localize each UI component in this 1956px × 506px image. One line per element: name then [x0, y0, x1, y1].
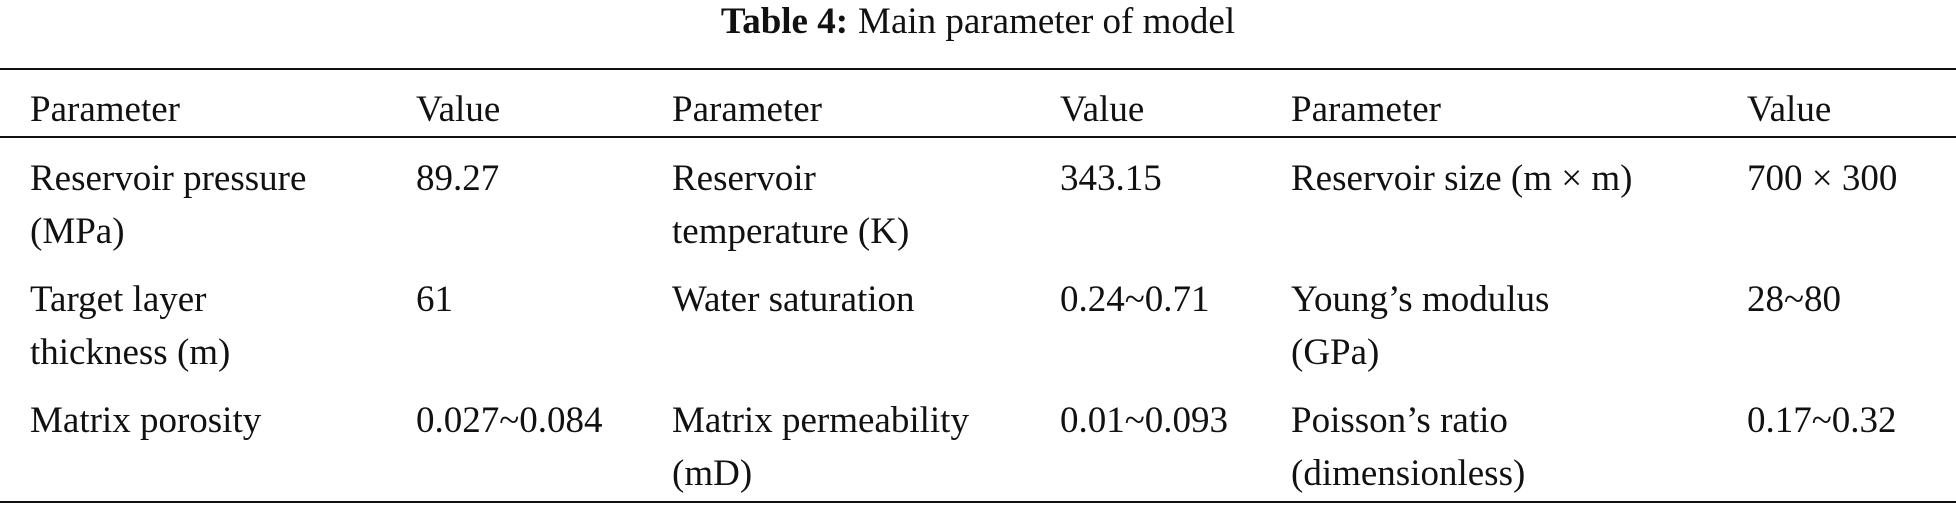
caption-label: Table 4:: [720, 1, 849, 42]
parameter-cell: Matrix permeability (mD): [672, 400, 969, 494]
parameter-cell: Reservoir size (m × m): [1291, 158, 1633, 199]
parameter-cell: Reservoir temperature (K): [672, 158, 910, 252]
value-cell: 28~80: [1747, 279, 1842, 320]
parameter-cell: Matrix porosity: [30, 400, 262, 441]
parameter-cell: Water saturation: [672, 279, 915, 320]
parameter-cell: Young’s modulus (GPa): [1291, 279, 1550, 373]
table-caption: Table 4: Main parameter of model: [0, 0, 1956, 44]
column-header: Value: [416, 89, 501, 130]
value-cell: 61: [416, 279, 453, 320]
parameter-cell: Reservoir pressure (MPa): [30, 158, 307, 252]
column-header: Parameter: [672, 89, 822, 130]
value-cell: 0.027~0.084: [416, 400, 603, 441]
header-rule: [0, 136, 1956, 138]
column-header: Parameter: [30, 89, 180, 130]
value-cell: 343.15: [1060, 158, 1162, 199]
parameter-cell: Poisson’s ratio (dimensionless): [1291, 400, 1526, 494]
value-cell: 700 × 300: [1747, 158, 1898, 199]
value-cell: 89.27: [416, 158, 500, 199]
column-header: Value: [1060, 89, 1145, 130]
column-header: Parameter: [1291, 89, 1441, 130]
caption-title: Main parameter of model: [858, 1, 1236, 42]
top-rule: [0, 68, 1956, 70]
value-cell: 0.01~0.093: [1060, 400, 1229, 441]
bottom-rule: [0, 501, 1956, 503]
column-header: Value: [1747, 89, 1832, 130]
value-cell: 0.17~0.32: [1747, 400, 1897, 441]
parameter-cell: Target layer thickness (m): [30, 279, 231, 373]
value-cell: 0.24~0.71: [1060, 279, 1210, 320]
